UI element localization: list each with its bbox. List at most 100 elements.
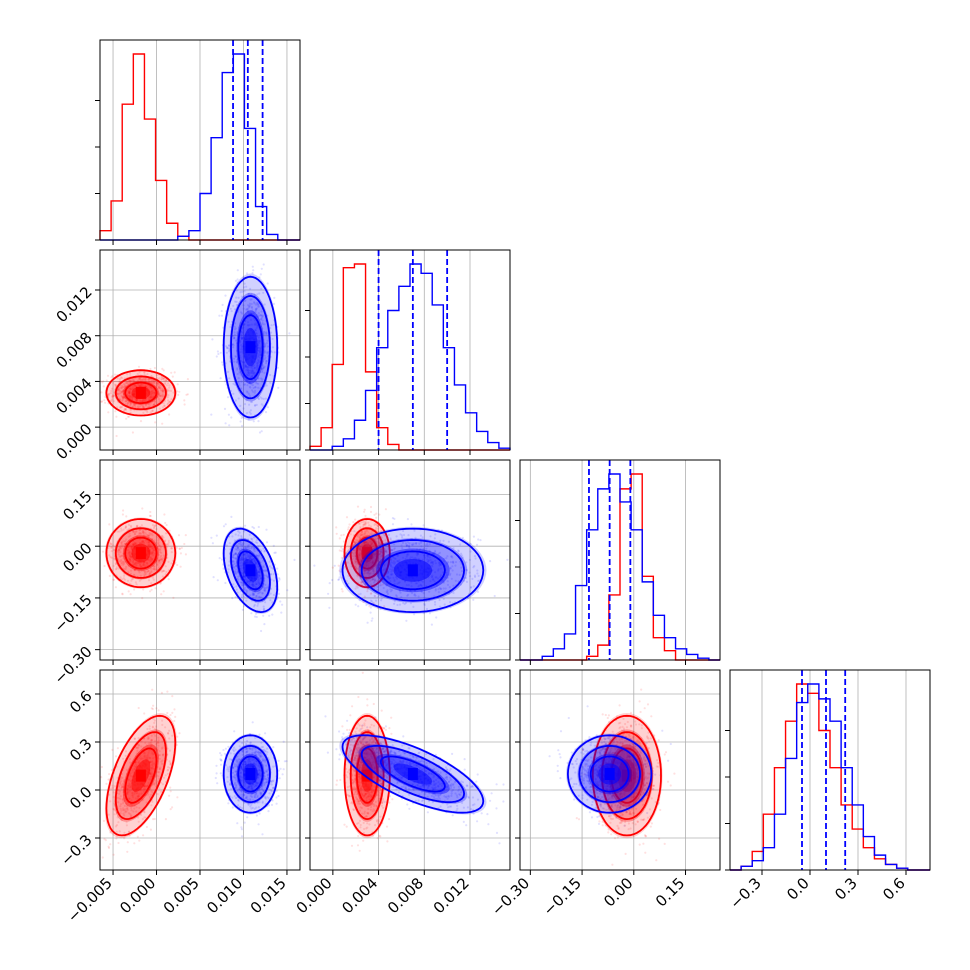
scatter-point xyxy=(163,569,166,573)
scatter-point xyxy=(377,541,380,544)
scatter-point xyxy=(120,405,123,409)
scatter-point xyxy=(398,581,401,584)
scatter-point xyxy=(247,418,250,421)
scatter-point xyxy=(389,565,393,568)
scatter-point xyxy=(257,359,260,362)
scatter-point xyxy=(235,564,238,567)
scatter-point xyxy=(271,613,274,616)
scatter-point xyxy=(143,542,146,545)
scatter-point xyxy=(434,589,437,592)
scatter-point xyxy=(378,550,381,553)
scatter-point xyxy=(434,551,437,554)
scatter-point xyxy=(439,587,442,591)
scatter-point xyxy=(244,524,247,527)
scatter-point xyxy=(151,524,154,527)
scatter-point xyxy=(388,577,391,580)
scatter-point xyxy=(431,576,434,579)
scatter-point xyxy=(250,371,253,374)
scatter-point xyxy=(410,592,414,595)
scatter-point xyxy=(246,545,249,548)
scatter-point xyxy=(422,592,425,595)
scatter-point xyxy=(387,571,390,575)
scatter-point xyxy=(156,547,159,550)
scatter-point xyxy=(388,568,391,571)
scatter-point xyxy=(476,590,480,594)
scatter-point xyxy=(143,385,146,388)
scatter-point xyxy=(340,556,343,560)
scatter-point xyxy=(257,340,260,343)
scatter-point xyxy=(449,566,452,570)
scatter-point xyxy=(160,570,163,573)
scatter-point xyxy=(241,543,244,546)
scatter-point xyxy=(250,558,253,561)
scatter-point xyxy=(154,524,157,527)
scatter-point xyxy=(252,586,255,589)
scatter-point xyxy=(153,382,156,385)
scatter-point xyxy=(227,568,230,571)
scatter-point xyxy=(393,557,396,560)
scatter-point xyxy=(346,561,349,564)
scatter-point xyxy=(143,712,146,715)
scatter-point xyxy=(141,400,144,403)
scatter-point xyxy=(216,579,219,582)
scatter-point xyxy=(242,323,245,326)
scatter-point xyxy=(124,385,127,388)
scatter-point xyxy=(156,564,159,567)
scatter-point xyxy=(252,582,255,585)
scatter-point xyxy=(150,558,153,562)
scatter-point xyxy=(127,552,130,555)
scatter-point xyxy=(246,555,250,558)
scatter-point xyxy=(270,236,272,238)
scatter-point xyxy=(434,549,437,553)
scatter-point xyxy=(160,551,163,555)
scatter-point xyxy=(363,595,366,598)
scatter-point xyxy=(389,580,392,583)
scatter-point xyxy=(230,515,233,519)
scatter-point xyxy=(128,394,131,398)
scatter-point xyxy=(468,558,472,562)
scatter-point xyxy=(240,387,243,390)
scatter-point xyxy=(399,591,402,594)
scatter-point xyxy=(216,350,219,353)
scatter-point xyxy=(227,320,230,323)
scatter-point xyxy=(155,381,158,384)
scatter-point xyxy=(369,539,372,543)
scatter-point xyxy=(256,323,259,326)
scatter-point xyxy=(451,565,454,568)
scatter-point xyxy=(148,545,151,548)
scatter-point xyxy=(363,530,366,533)
scatter-point xyxy=(384,508,387,511)
scatter-point xyxy=(152,567,155,571)
scatter-point xyxy=(129,558,132,561)
scatter-point xyxy=(241,553,244,557)
scatter-point xyxy=(250,612,253,615)
scatter-point xyxy=(277,592,281,596)
scatter-point xyxy=(257,355,260,358)
scatter-point xyxy=(224,422,227,425)
scatter-point xyxy=(143,373,146,376)
scatter-point xyxy=(151,558,154,561)
scatter-point xyxy=(128,380,131,383)
scatter-point xyxy=(246,391,249,394)
scatter-point xyxy=(143,534,146,537)
scatter-point xyxy=(234,570,237,573)
scatter-point xyxy=(119,555,122,558)
scatter-point xyxy=(455,573,459,576)
scatter-point xyxy=(150,552,153,555)
scatter-point xyxy=(259,349,262,352)
scatter-point xyxy=(252,593,255,596)
scatter-point xyxy=(470,586,473,589)
scatter-point xyxy=(157,387,160,390)
scatter-point xyxy=(110,542,113,545)
scatter-point xyxy=(255,366,258,369)
scatter-point xyxy=(378,542,381,545)
scatter-point xyxy=(148,398,151,401)
scatter-point xyxy=(254,615,257,618)
scatter-point xyxy=(331,578,334,582)
scatter-point xyxy=(420,541,423,544)
scatter-point xyxy=(121,376,124,380)
scatter-point xyxy=(151,534,154,537)
scatter-point xyxy=(473,565,476,568)
scatter-point xyxy=(120,558,123,562)
scatter-point xyxy=(183,399,186,402)
